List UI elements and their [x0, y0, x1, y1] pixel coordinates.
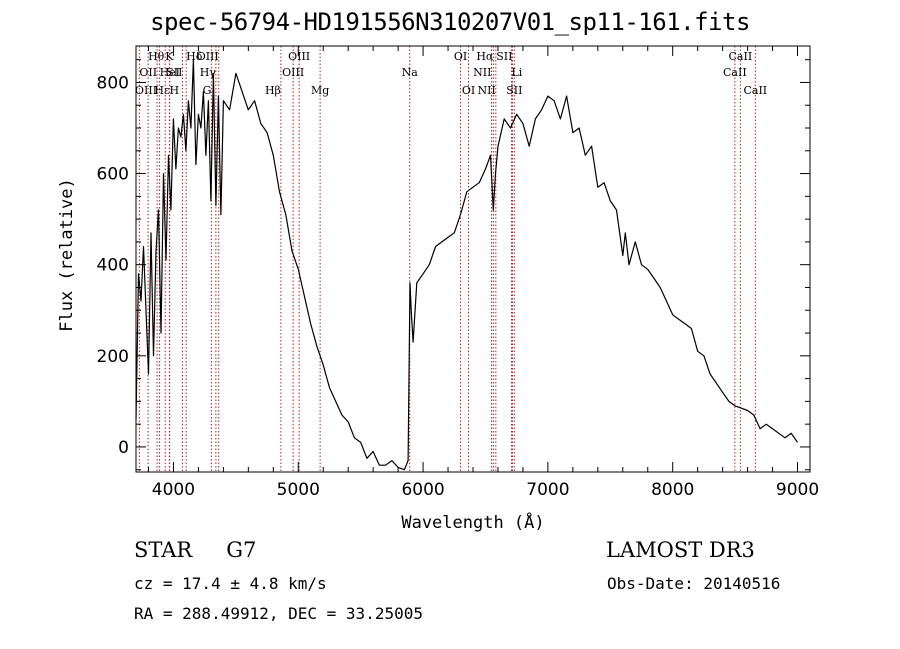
- line-label-8: Hδ: [186, 50, 203, 63]
- plot-frame: [135, 45, 811, 473]
- x-tick-label-6000: 6000: [401, 480, 444, 500]
- line-label-21: NII: [478, 84, 496, 97]
- spectrum-line: [135, 59, 798, 471]
- ra-dec-coordinates: RA = 288.49912, DEC = 33.25005: [134, 604, 423, 623]
- x-tick-label-7000: 7000: [526, 480, 569, 500]
- line-label-1: OII: [139, 66, 157, 79]
- line-label-0: Hθ: [148, 50, 165, 63]
- line-label-22: SII: [496, 50, 512, 63]
- line-label-19: Hα: [476, 50, 494, 63]
- line-label-2: OIII: [135, 84, 157, 97]
- y-tick-label-400: 400: [97, 256, 129, 276]
- object-classification: STAR G7: [134, 538, 256, 562]
- line-label-27: CaII: [743, 84, 767, 97]
- redshift-cz: cz = 17.4 ± 4.8 km/s: [134, 574, 327, 593]
- line-label-14: Hβ: [265, 84, 281, 97]
- y-tick-label-200: 200: [97, 347, 129, 367]
- line-label-26: CaII: [729, 50, 753, 63]
- line-label-11: G: [203, 84, 212, 97]
- line-label-17: OI: [454, 50, 467, 63]
- y-tick-label-800: 800: [97, 73, 129, 93]
- y-tick-label-600: 600: [97, 165, 129, 185]
- line-label-16: Na: [402, 66, 419, 79]
- y-tick-label-0: 0: [118, 438, 129, 458]
- line-label-9: OIII: [197, 50, 219, 63]
- x-tick-label-4000: 4000: [152, 480, 195, 500]
- line-label-25: CaII: [723, 66, 747, 79]
- x-tick-label-9000: 9000: [776, 480, 819, 500]
- line-label-24: SII: [506, 84, 522, 97]
- line-label-23: Li: [511, 66, 522, 79]
- line-label-12: OIII: [288, 50, 310, 63]
- line-label-3: HeI: [160, 66, 180, 79]
- line-label-7: SII: [166, 66, 182, 79]
- x-axis-label: Wavelength (Å): [401, 511, 544, 533]
- line-label-13: OIII: [282, 66, 304, 79]
- x-tick-label-8000: 8000: [651, 480, 694, 500]
- object-subclass: G7: [226, 538, 257, 562]
- observation-date: Obs-Date: 20140516: [607, 574, 781, 593]
- object-type: STAR: [134, 538, 193, 562]
- line-label-15: Mg: [311, 84, 329, 97]
- y-axis-label: Flux (relative): [57, 178, 77, 332]
- line-label-18: OI: [462, 84, 475, 97]
- survey-name: LAMOST DR3: [606, 538, 755, 562]
- line-label-10: Hγ: [200, 66, 217, 79]
- line-label-6: H: [169, 84, 179, 97]
- x-tick-label-5000: 5000: [277, 480, 320, 500]
- line-label-4: Hε: [154, 84, 170, 97]
- line-label-20: NII: [473, 66, 491, 79]
- chart-title: spec-56794-HD191556N310207V01_sp11-161.f…: [150, 8, 750, 36]
- line-label-5: K: [165, 50, 174, 63]
